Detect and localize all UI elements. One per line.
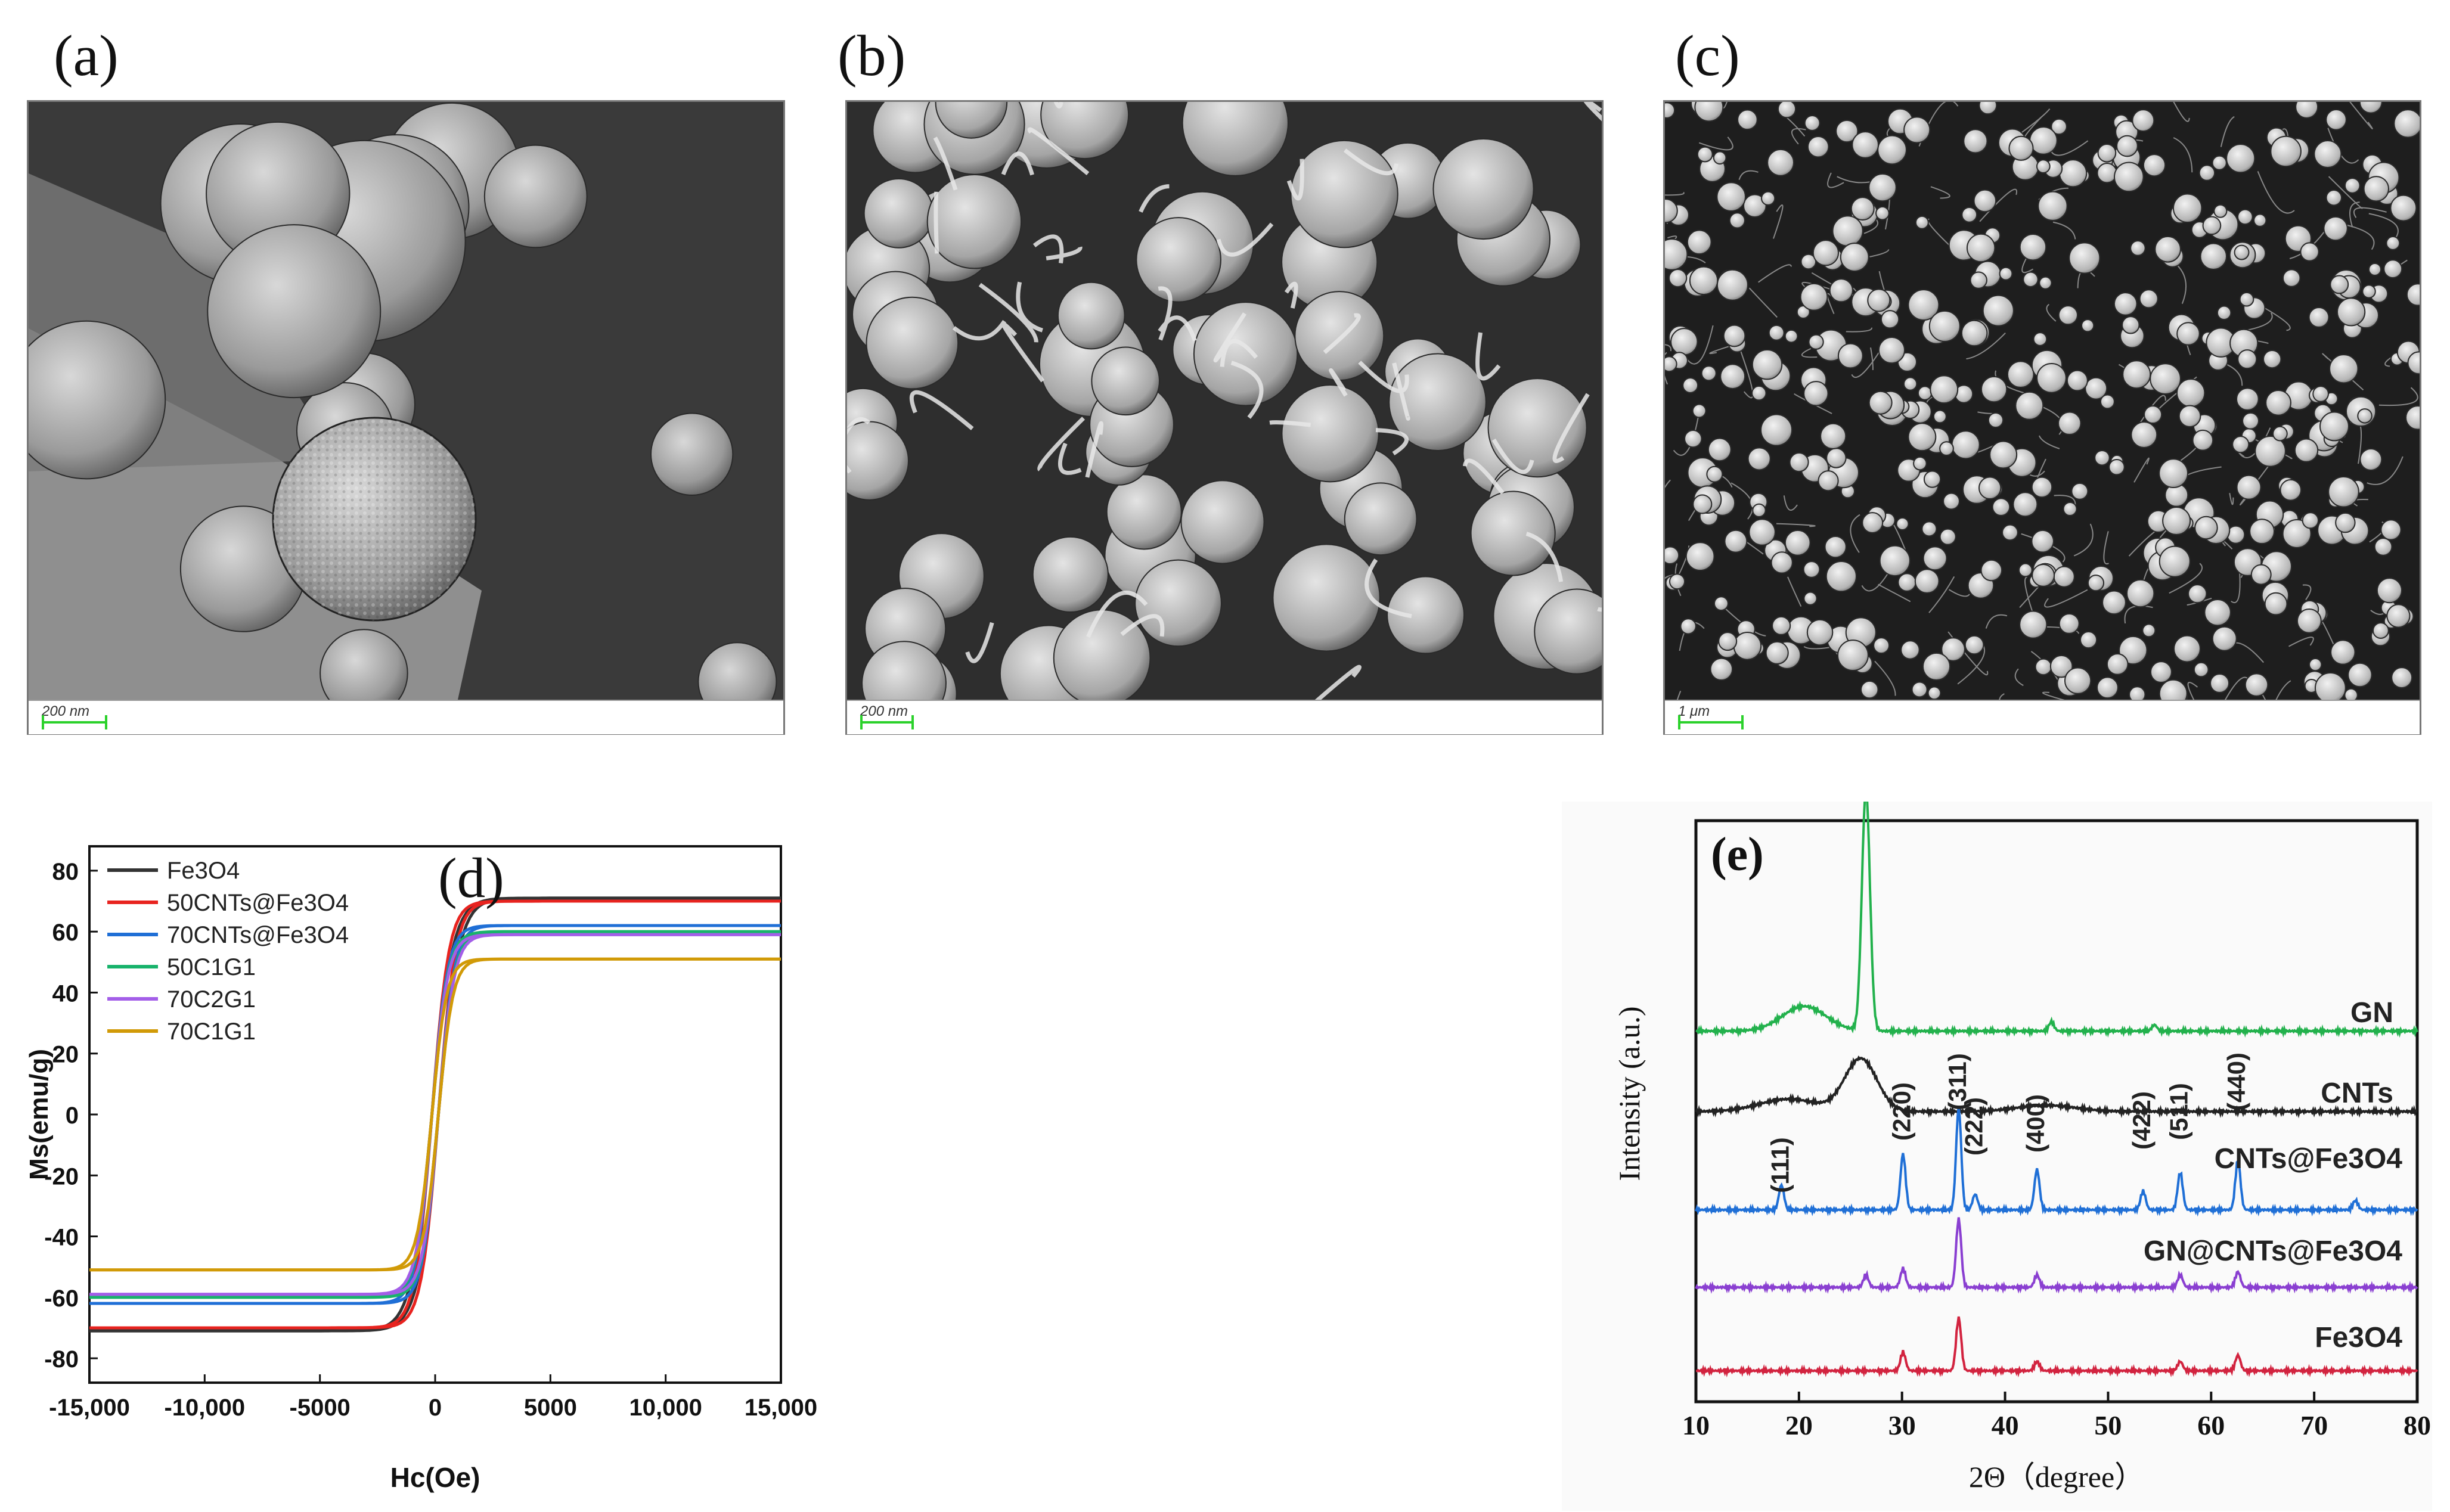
panel-label-b: (b) [838,24,906,88]
y-tick-label-d: -60 [44,1286,79,1312]
y-tick-label-d: 80 [52,859,79,885]
curve-label: CNTs [2321,1078,2393,1109]
y-tick-label-d: -20 [44,1163,79,1190]
x-tick-label-e: 70 [2300,1410,2328,1440]
hysteresis-chart: 80 60 40 20 0 -20 -40 -60 -80 -15,000 -10,000 -500… [24,845,817,1493]
y-axis-label-d: Ms(emu/g) [24,1049,54,1180]
xrd-chart: (e) (111) (220) (311)(222) (400) (422) (511) (… [1562,802,2432,1511]
peak-label: (222) [1959,1097,1987,1156]
peak-label: (220) [1887,1082,1915,1141]
scale-label-a: 200 nm [42,703,90,719]
y-axis-label-e: Intensity (a.u.) [1612,1007,1646,1181]
panel-label-d: (d) [438,846,504,909]
x-tick-label-d: -5000 [290,1395,351,1421]
x-tick-label-d: 5000 [524,1395,577,1421]
xrd-series-CNTs [1695,1055,2418,1119]
xrd-series-Fe3O4 [1695,1316,2418,1378]
sem-micrograph-c [1665,102,2420,700]
xrd-series-GN [1695,802,2418,1038]
x-tick-label-d: 10,000 [629,1395,702,1421]
x-tick-label-d: 0 [429,1395,442,1421]
x-tick-label-e: 20 [1785,1410,1813,1440]
sem-image-c: 1 μm [1663,100,2421,735]
y-tick-label-d: -40 [44,1225,79,1251]
x-tick-label-d: -15,000 [49,1395,130,1421]
peak-label: (511) [2164,1083,2192,1140]
x-axis-label-d: Hc(Oe) [390,1462,480,1493]
x-axis-label-e: 2Θ（degree） [1969,1460,2144,1494]
x-tick-label-d: 15,000 [745,1395,817,1421]
scale-label-b: 200 nm [860,703,908,719]
series-line-70C1G1 [89,957,781,1272]
panel-label-e: (e) [1711,828,1764,881]
legend-label-Fe3O4: Fe3O4 [167,858,240,884]
scale-bar-a: 200 nm [29,700,783,734]
legend-label-70C2G1: 70C2G1 [167,986,256,1013]
curve-label: CNTs@Fe3O4 [2215,1143,2403,1175]
curve-label: GN [2350,997,2393,1029]
peak-label: (311) [1943,1053,1971,1110]
series-line-70CNTs@Fe3O4 [89,924,781,1305]
panel-label-a: (a) [54,24,119,88]
y-tick-label-d: -80 [44,1346,79,1373]
y-tick-label-d: 20 [52,1042,79,1068]
sem-micrograph-b [847,102,1602,700]
curve-label: GN@CNTs@Fe3O4 [2144,1235,2402,1267]
sem-image-a: 200 nm [27,100,785,735]
curve-label: Fe3O4 [2315,1322,2402,1353]
x-tick-label-e: 60 [2197,1410,2225,1440]
x-tick-label-e: 30 [1888,1410,1916,1440]
peak-label: (111) [1766,1137,1794,1193]
scale-label-c: 1 μm [1678,703,1710,719]
xrd-series-GN@CNTs@Fe3O4 [1695,1217,2418,1294]
legend-label-70CNTs@Fe3O4: 70CNTs@Fe3O4 [167,922,349,948]
x-tick-label-e: 40 [1992,1410,2019,1440]
panel-label-c: (c) [1675,24,1740,88]
y-tick-label-d: 0 [66,1103,79,1129]
xrd-series-CNTs@Fe3O4 [1695,1106,2418,1217]
legend-label-50CNTs@Fe3O4: 50CNTs@Fe3O4 [167,890,349,916]
legend-label-50C1G1: 50C1G1 [167,954,256,980]
sem-image-b: 200 nm [845,100,1604,735]
peak-label: (422) [2128,1091,2156,1150]
y-tick-label-d: 40 [52,980,79,1007]
series-line-70CNTs@Fe3O4 [89,924,781,1305]
scale-bar-b: 200 nm [847,700,1602,734]
x-tick-label-e: 80 [2404,1410,2431,1440]
x-tick-label-e: 50 [2094,1410,2122,1440]
peak-label: (440) [2222,1052,2250,1111]
x-tick-label-d: -10,000 [164,1395,245,1421]
y-tick-label-d: 60 [52,920,79,946]
peak-label: (400) [2021,1094,2049,1153]
sem-micrograph-a [29,102,783,700]
legend-label-70C1G1: 70C1G1 [167,1019,256,1045]
scale-bar-c: 1 μm [1665,700,2420,734]
x-tick-label-e: 10 [1682,1410,1710,1440]
